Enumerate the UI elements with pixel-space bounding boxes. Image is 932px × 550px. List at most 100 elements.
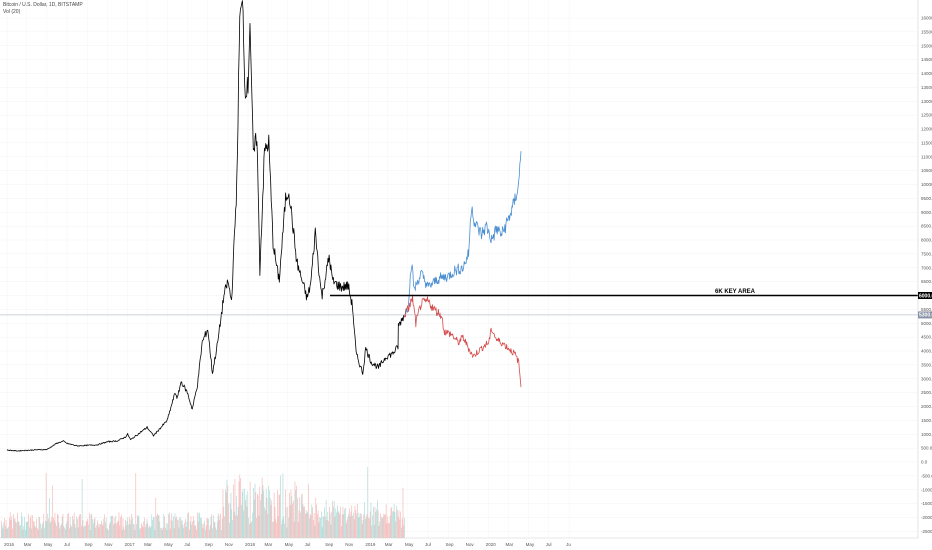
volume-bar	[262, 485, 264, 538]
volume-bar	[318, 522, 320, 538]
volume-bar	[185, 518, 186, 538]
volume-bar	[126, 521, 128, 538]
volume-bar	[349, 508, 350, 538]
volume-bar	[18, 521, 20, 538]
y-tick-label: 1500.0	[921, 418, 932, 423]
volume-bar	[345, 507, 346, 538]
volume-bar	[44, 527, 45, 538]
volume-bar	[305, 513, 306, 538]
volume-bar	[234, 479, 236, 538]
x-tick-label: Jul	[546, 542, 552, 547]
volume-bar	[225, 489, 226, 538]
volume-bar	[393, 511, 394, 538]
volume-bar	[399, 519, 401, 538]
volume-bar	[155, 497, 157, 538]
x-tick-label: Jul	[64, 542, 70, 547]
volume-bar	[165, 527, 166, 538]
time-axis[interactable]: 2016 Mar May Jul Sep Nov 2017 Mar May Jul Sep Nov 20…	[4, 542, 571, 547]
x-tick-label: Nov	[105, 542, 114, 547]
volume-bar	[377, 500, 378, 538]
volume-bar	[267, 513, 269, 538]
current-price-tag	[918, 311, 932, 319]
volume-bar	[381, 518, 383, 538]
volume-bar	[129, 524, 131, 538]
volume-bar	[373, 506, 374, 538]
volume-bar	[236, 496, 237, 538]
y-tick-label: 2000.0	[921, 404, 932, 409]
volume-bar	[45, 473, 47, 538]
volume-bar	[231, 509, 233, 538]
y-tick-label: 8000.0	[921, 238, 932, 243]
volume-bar	[263, 490, 265, 538]
volume-bar	[162, 527, 164, 538]
volume-bar	[373, 524, 375, 538]
volume-bar	[125, 519, 126, 538]
volume-bar	[354, 505, 356, 538]
volume-bar	[55, 522, 57, 538]
volume-bar	[207, 518, 209, 538]
volume-bar	[53, 520, 55, 538]
volume-bar	[261, 477, 263, 538]
volume-bar	[175, 517, 177, 538]
volume-bar	[308, 483, 309, 538]
volume-bar	[176, 516, 177, 538]
y-tick-label: 7000.0	[921, 265, 932, 270]
y-tick-label: 14500.0	[921, 57, 932, 62]
volume-bar	[254, 483, 256, 538]
volume-bar	[383, 513, 385, 538]
symbol-title[interactable]: Bitcoin / U.S. Dollar, 1D, BITSTAMP	[3, 2, 83, 8]
volume-bar	[362, 519, 364, 538]
volume-bar	[183, 528, 185, 538]
volume-bar	[280, 475, 281, 538]
volume-bar	[173, 528, 175, 538]
volume-bar	[43, 513, 45, 538]
y-tick-label: 5000.0	[921, 321, 932, 326]
volume-bar	[73, 519, 74, 538]
volume-bar	[118, 512, 120, 538]
volume-bar	[197, 512, 198, 538]
volume-bar	[398, 510, 400, 538]
volume-bar	[57, 515, 59, 538]
volume-bar	[297, 521, 299, 538]
volume-indicator-title[interactable]: Vol (20)	[3, 9, 21, 15]
volume-bar	[265, 488, 267, 538]
volume-bar	[292, 503, 293, 538]
x-tick-label: May	[285, 542, 294, 547]
y-tick-label: -1000.0	[921, 487, 932, 492]
x-tick-label: Sep	[445, 542, 454, 547]
volume-bar	[273, 492, 275, 538]
volume-bar	[154, 529, 156, 538]
volume-bar	[341, 514, 343, 538]
volume-bar	[198, 512, 200, 538]
volume-bar	[336, 512, 337, 538]
price-axis[interactable]: 16000.0 15500.0 15000.0 14500.0 14000.0 13500…	[921, 16, 932, 534]
y-tick-label: -2500.0	[921, 529, 932, 534]
volume-bar	[350, 511, 352, 538]
volume-bar	[127, 517, 129, 538]
volume-bar	[108, 529, 109, 538]
volume-bar	[190, 516, 192, 538]
volume-bar	[206, 518, 208, 538]
volume-bar	[2, 528, 4, 538]
volume-bar	[79, 514, 81, 538]
volume-bar	[102, 525, 104, 538]
volume-bar	[381, 516, 382, 538]
volume-bar	[35, 527, 37, 538]
volume-bar	[153, 517, 154, 538]
volume-bar	[20, 525, 21, 538]
volume-bar	[331, 511, 333, 538]
x-tick-label: 2017	[125, 542, 136, 547]
y-tick-label: 10500.0	[921, 168, 932, 173]
y-tick-label: 4000.0	[921, 349, 932, 354]
volume-bar	[85, 526, 86, 538]
volume-bar	[15, 521, 17, 538]
volume-bar	[60, 525, 61, 538]
y-tick-label: 15000.0	[921, 43, 932, 48]
volume-bar	[134, 529, 136, 538]
volume-bar	[109, 522, 111, 538]
volume-bar	[269, 490, 270, 538]
volume-bar	[355, 509, 357, 538]
volume-bar	[204, 520, 205, 538]
volume-bar	[23, 526, 25, 538]
x-tick-label: 2019	[365, 542, 376, 547]
